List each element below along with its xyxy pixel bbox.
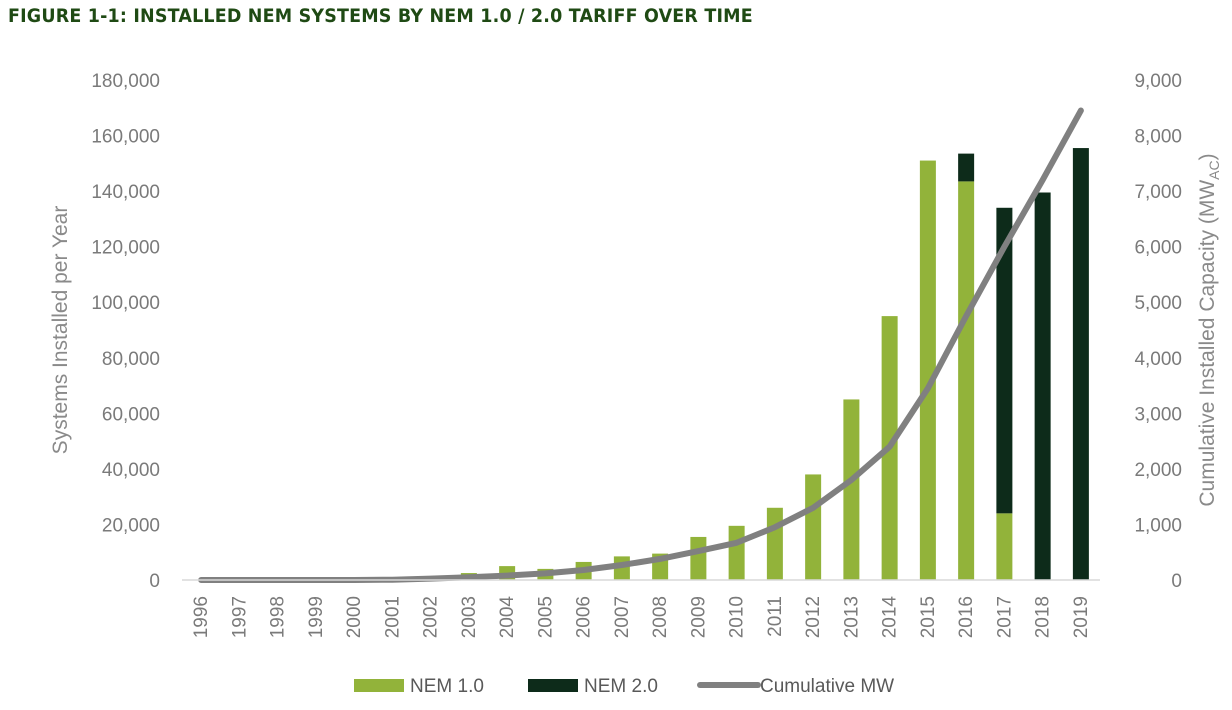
left-tick-label: 120,000 bbox=[91, 238, 160, 259]
right-tick-label: 9,000 bbox=[1134, 71, 1182, 92]
bar-nem-1-0-2012 bbox=[805, 474, 822, 580]
x-tick-label-2016: 2016 bbox=[956, 596, 977, 638]
right-axis-title-main: Cumulative Installed Capacity (MW bbox=[1196, 180, 1219, 507]
left-axis-ticks: 0 20,000 40,000 60,000 80,000 100,000 120,000 1… bbox=[91, 71, 160, 592]
left-tick-label: 80,000 bbox=[102, 349, 160, 370]
bar-nem-2-0-2018 bbox=[1034, 192, 1051, 580]
x-tick-label-2018: 2018 bbox=[1033, 596, 1054, 638]
x-tick-label-2019: 2019 bbox=[1071, 596, 1092, 638]
right-tick-label: 6,000 bbox=[1134, 238, 1182, 259]
figure-title: FIGURE 1-1: INSTALLED NEM SYSTEMS BY NEM… bbox=[8, 5, 753, 27]
x-tick-label-1997: 1997 bbox=[229, 596, 250, 638]
legend-swatch-nem-1-0 bbox=[354, 679, 404, 692]
left-tick-label: 40,000 bbox=[102, 460, 160, 481]
right-axis-ticks: 0 1,000 2,000 3,000 4,000 5,000 6,000 7,000 8,00… bbox=[1134, 71, 1182, 592]
x-tick-label-2003: 2003 bbox=[459, 596, 480, 638]
x-tick-label-2015: 2015 bbox=[918, 596, 939, 638]
bar-nem-2-0-2019 bbox=[1072, 148, 1089, 580]
bar-nem-2-0-2017 bbox=[996, 207, 1013, 514]
x-tick-label-2001: 2001 bbox=[382, 596, 403, 638]
left-tick-label: 0 bbox=[149, 571, 160, 592]
x-tick-label-2000: 2000 bbox=[344, 596, 365, 638]
left-axis-title: Systems Installed per Year bbox=[49, 206, 72, 455]
left-tick-label: 20,000 bbox=[102, 515, 160, 536]
x-tick-label-2004: 2004 bbox=[497, 596, 518, 639]
bar-nem-1-0-2015 bbox=[919, 160, 936, 580]
right-tick-label: 8,000 bbox=[1134, 127, 1182, 148]
x-tick-label-2005: 2005 bbox=[535, 596, 556, 638]
x-tick-label-2010: 2010 bbox=[727, 596, 748, 638]
left-tick-label: 60,000 bbox=[102, 404, 160, 425]
bar-nem-2-0-2016 bbox=[958, 153, 975, 182]
right-tick-label: 1,000 bbox=[1134, 515, 1182, 536]
x-tick-label-2008: 2008 bbox=[650, 596, 671, 638]
x-tick-label-1999: 1999 bbox=[306, 596, 327, 638]
bar-nem-1-0-2013 bbox=[843, 399, 860, 580]
bar-nem-1-0-2009 bbox=[690, 536, 707, 580]
x-tick-label-2009: 2009 bbox=[688, 596, 709, 638]
right-tick-label: 4,000 bbox=[1134, 349, 1182, 370]
right-axis-title-subscript: AC bbox=[1206, 160, 1222, 179]
legend-label-cumulative-mw: Cumulative MW bbox=[760, 676, 894, 697]
bar-nem-1-0-2010 bbox=[728, 525, 745, 580]
x-tick-label-1998: 1998 bbox=[268, 596, 289, 638]
x-axis-ticks: 1996 1997 1998 1999 2000 2001 2002 2003 2004 2005… bbox=[191, 596, 1092, 639]
bars-group bbox=[460, 148, 1089, 580]
legend-label-nem-1-0: NEM 1.0 bbox=[410, 676, 484, 697]
legend: NEM 1.0 NEM 2.0 Cumulative MW bbox=[354, 676, 894, 697]
left-tick-label: 160,000 bbox=[91, 127, 160, 148]
x-tick-label-2013: 2013 bbox=[841, 596, 862, 638]
cumulative-line-group bbox=[198, 107, 1084, 583]
right-tick-label: 0 bbox=[1171, 571, 1182, 592]
x-tick-label-2006: 2006 bbox=[574, 596, 595, 638]
legend-label-nem-2-0: NEM 2.0 bbox=[584, 676, 658, 697]
line-cumulative-mw bbox=[198, 107, 1084, 583]
x-tick-label-2002: 2002 bbox=[421, 596, 442, 638]
x-tick-label-2017: 2017 bbox=[994, 596, 1015, 638]
x-tick-label-2007: 2007 bbox=[612, 596, 633, 638]
right-tick-label: 5,000 bbox=[1134, 293, 1182, 314]
x-tick-label-2014: 2014 bbox=[880, 596, 901, 639]
bar-nem-1-0-2017 bbox=[996, 513, 1013, 580]
left-tick-label: 140,000 bbox=[91, 182, 160, 203]
right-tick-label: 7,000 bbox=[1134, 182, 1182, 203]
bar-nem-1-0-2011 bbox=[766, 507, 783, 580]
left-tick-label: 100,000 bbox=[91, 293, 160, 314]
left-tick-label: 180,000 bbox=[91, 71, 160, 92]
bar-nem-1-0-2016 bbox=[958, 181, 975, 580]
x-tick-label-1996: 1996 bbox=[191, 596, 212, 638]
right-tick-label: 3,000 bbox=[1134, 404, 1182, 425]
x-tick-label-2011: 2011 bbox=[765, 596, 786, 637]
right-axis-title: Cumulative Installed Capacity (MWAC) bbox=[1196, 153, 1222, 506]
x-tick-label-2012: 2012 bbox=[803, 596, 824, 638]
right-tick-label: 2,000 bbox=[1134, 460, 1182, 481]
legend-swatch-nem-2-0 bbox=[528, 679, 578, 692]
right-axis-title-end: ) bbox=[1196, 153, 1219, 160]
